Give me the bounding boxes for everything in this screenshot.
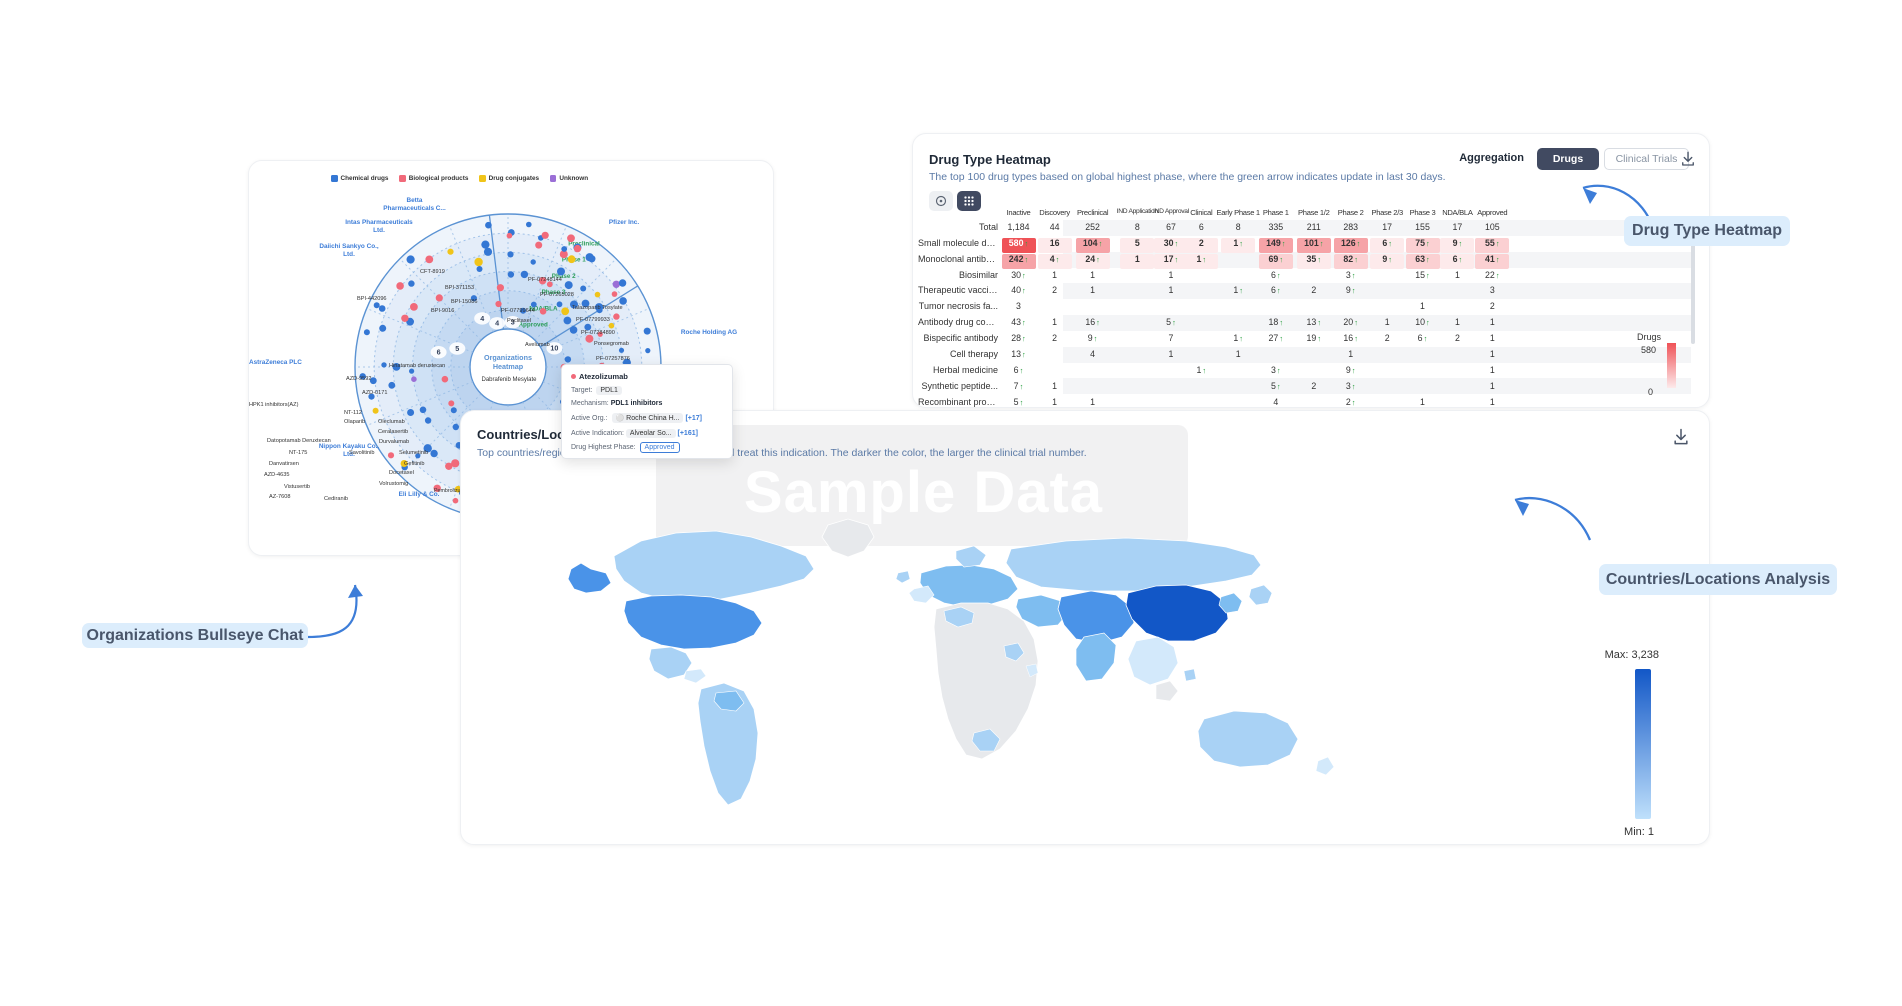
svg-text:5: 5 [455,344,459,353]
svg-text:10: 10 [550,344,558,353]
svg-text:4: 4 [480,314,484,323]
svg-text:4: 4 [495,319,499,328]
